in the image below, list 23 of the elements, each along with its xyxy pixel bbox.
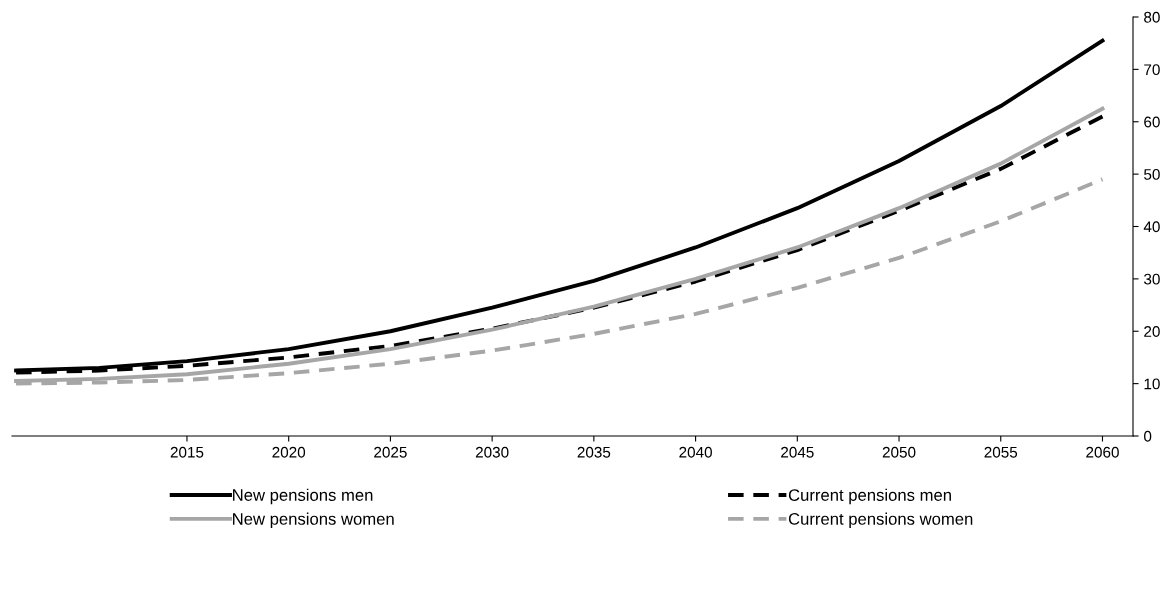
x-tick-label: 2055 [984,446,1018,458]
y-tick-label: 50 [1144,168,1160,180]
x-tick-label: 2035 [577,446,611,458]
x-tick-label: 2030 [475,446,509,458]
y-tick-label: 40 [1143,221,1160,233]
x-tick-label: 2045 [781,446,814,458]
legend-label: New pensions men [233,488,373,505]
y-tick-label: 10 [1144,378,1160,390]
x-tick-label: 2040 [679,446,712,458]
x-tick-label: 2015 [170,446,204,458]
y-tick-label: 20 [1144,326,1160,337]
x-tick-label: 2050 [882,446,916,458]
y-tick-label: 80 [1144,11,1160,23]
legend-label: New pensions women [233,512,394,529]
x-tick-label: 2025 [374,446,407,458]
y-tick-label: 60 [1144,116,1160,128]
y-tick-label: 70 [1144,64,1160,76]
legend-label: Current pensions women [788,512,973,529]
legend-label: Current pensions men [788,488,951,505]
y-tick-label: 0 [1144,430,1152,442]
x-tick-label: 2060 [1086,446,1119,458]
x-tick-label: 2020 [272,446,306,458]
y-tick-label: 30 [1144,273,1160,285]
